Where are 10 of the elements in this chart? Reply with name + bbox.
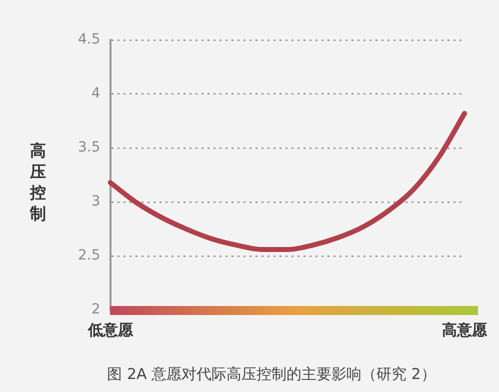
y-tick-label: 3	[91, 194, 100, 210]
y-tick-label: 4.5	[78, 32, 100, 48]
x-tick-label: 高意愿	[442, 320, 488, 339]
y-axis-title: 高压控制	[30, 140, 46, 224]
y-tick-label: 4	[91, 86, 100, 102]
y-tick-label: 2	[91, 302, 100, 318]
x-tick-label: 低意愿	[86, 320, 134, 339]
y-tick-label: 3.5	[78, 140, 100, 156]
text: 图 2A 意愿对代际高压控制的主要影响（研究 2）	[107, 364, 436, 383]
y-tick-label: 2.5	[78, 248, 100, 264]
